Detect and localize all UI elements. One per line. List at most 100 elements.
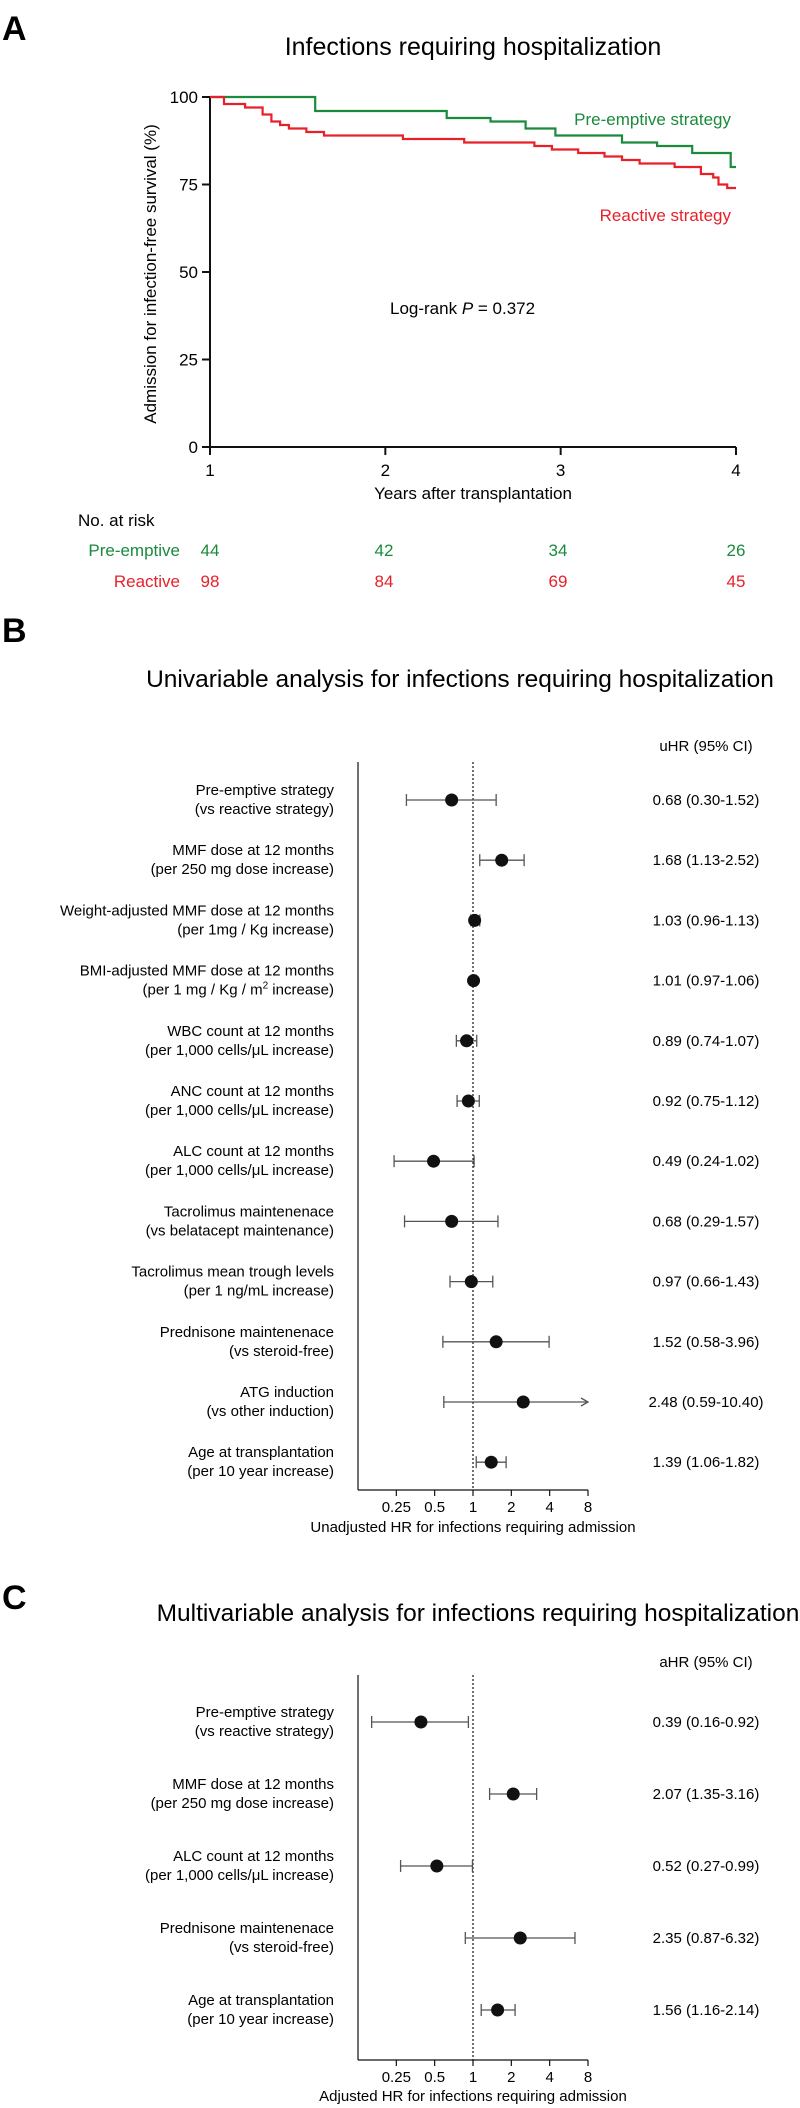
y-tick-label: 25 <box>179 351 198 370</box>
panel-c-forest-plot: 0.25 0.5 1 2 4 8 Pre-emptive strategy (vs react… <box>145 1675 759 2086</box>
panel-b-x-label: Unadjusted HR for infections requiring a… <box>310 1519 635 1536</box>
ci-value-text: 0.52 (0.27-0.99) <box>653 1858 760 1875</box>
row-label-line-2: (per 1 ng/mL increase) <box>184 1283 334 1300</box>
x-tick-label: 4 <box>545 2069 553 2086</box>
at-risk-row-label: Reactive <box>114 572 180 591</box>
at-risk-count: 45 <box>727 572 746 591</box>
row-label-line-1: BMI-adjusted MMF dose at 12 months <box>80 963 334 980</box>
ci-value-text: 1.52 (0.58-3.96) <box>653 1334 760 1351</box>
hr-point <box>461 1094 475 1108</box>
hr-point <box>495 853 509 867</box>
hr-point <box>445 1214 459 1228</box>
x-tick-label: 0.25 <box>382 1499 411 1516</box>
row-label-line-1: ALC count at 12 months <box>173 1143 334 1160</box>
hr-point <box>491 2003 505 2017</box>
y-tick-label: 100 <box>170 88 198 107</box>
hr-point <box>430 1859 444 1873</box>
panel-a-y-label: Admission for infection-free survival (%… <box>141 124 160 423</box>
panel-a-label: A <box>2 10 27 48</box>
at-risk-table: Pre-emptive 44 42 34 26 Reactive 98 84 69 45 <box>88 541 745 591</box>
ci-value-text: 2.48 (0.59-10.40) <box>648 1394 763 1411</box>
row-label-line-2: (vs steroid-free) <box>229 1939 334 1956</box>
panel-c-label: C <box>2 1579 27 1617</box>
ci-value-text: 0.68 (0.30-1.52) <box>653 792 760 809</box>
panel-b-label: B <box>2 612 27 650</box>
x-tick-label: 4 <box>545 1499 553 1516</box>
x-tick-label: 2 <box>381 461 390 480</box>
panel-b-forest-plot: 0.25 0.5 1 2 4 8 Pre-emptive strategy (vs react… <box>60 762 764 1516</box>
row-label-line-2: (per 1,000 cells/μL increase) <box>145 1162 334 1179</box>
x-tick-label: 1 <box>469 1499 477 1516</box>
x-tick-label: 0.25 <box>382 2069 411 2086</box>
hr-point <box>464 1275 478 1289</box>
panel-b-title: Univariable analysis for infections requ… <box>146 666 774 693</box>
x-tick-label: 3 <box>556 461 565 480</box>
row-label-line-1: ATG induction <box>240 1384 334 1401</box>
ci-value-text: 0.89 (0.74-1.07) <box>653 1033 760 1050</box>
row-label-line-1: Pre-emptive strategy <box>196 782 335 799</box>
at-risk-title: No. at risk <box>78 511 155 530</box>
hr-point <box>489 1335 503 1349</box>
log-rank-value: = 0.372 <box>473 299 535 318</box>
ci-value-text: 0.49 (0.24-1.02) <box>653 1153 760 1170</box>
panel-a-x-label: Years after transplantation <box>374 484 572 503</box>
hr-point <box>468 913 482 927</box>
row-label-line-1: Prednisone maintenenace <box>160 1324 334 1341</box>
log-rank-annotation: Log-rank P = 0.372 <box>390 299 535 318</box>
row-label-line-1: ANC count at 12 months <box>171 1083 334 1100</box>
panel-a-title: Infections requiring hospitalization <box>285 33 662 61</box>
row-label-line-1: Tacrolimus mean trough levels <box>131 1264 334 1281</box>
hr-point <box>506 1787 520 1801</box>
ci-value-text: 1.68 (1.13-2.52) <box>653 852 760 869</box>
hr-point <box>427 1154 441 1168</box>
ci-overflow-arrow <box>580 1397 590 1407</box>
x-tick-label: 8 <box>584 2069 592 2086</box>
x-tick-label: 1 <box>205 461 214 480</box>
at-risk-count: 84 <box>375 572 394 591</box>
at-risk-count: 44 <box>201 541 220 560</box>
row-label-line-1: Pre-emptive strategy <box>196 1704 335 1721</box>
x-tick-label: 1 <box>469 2069 477 2086</box>
panel-b-ci-header: uHR (95% CI) <box>659 738 752 755</box>
at-risk-count: 69 <box>549 572 568 591</box>
row-label-line-1: Tacrolimus maintenenace <box>164 1203 334 1220</box>
row-label-line-2: (per 1,000 cells/μL increase) <box>145 1102 334 1119</box>
panel-a-survival-chart: A Infections requiring hospitalization 0… <box>2 10 745 591</box>
log-rank-p-symbol: P <box>462 299 474 318</box>
row-label-line-2-suffix: increase) <box>268 982 334 999</box>
hr-point <box>516 1395 530 1409</box>
panel-b-univariable-forest: B Univariable analysis for infections re… <box>2 612 774 1536</box>
row-label-line-1: Weight-adjusted MMF dose at 12 months <box>60 902 334 919</box>
panel-a-axes: 0 25 50 75 100 1 2 3 4 <box>170 88 741 480</box>
at-risk-count: 34 <box>549 541 568 560</box>
at-risk-row-label: Pre-emptive <box>88 541 180 560</box>
x-tick-label: 4 <box>731 461 740 480</box>
preemptive-survival-curve <box>210 95 736 169</box>
row-label-line-2: (per 10 year increase) <box>187 1463 334 1480</box>
row-label-line-1: Age at transplantation <box>188 1992 334 2009</box>
row-label-superscript: 2 <box>263 981 269 992</box>
row-label-line-1: WBC count at 12 months <box>167 1023 334 1040</box>
at-risk-count: 26 <box>727 541 746 560</box>
hr-point <box>467 974 481 988</box>
at-risk-count: 98 <box>201 572 220 591</box>
row-label-line-2: (per 250 mg dose increase) <box>151 1795 334 1812</box>
hr-point <box>513 1931 527 1945</box>
row-label-line-2: (per 1,000 cells/μL increase) <box>145 1867 334 1884</box>
ci-value-text: 1.01 (0.97-1.06) <box>653 973 760 990</box>
x-tick-label: 8 <box>584 1499 592 1516</box>
panel-c-multivariable-forest: C Multivariable analysis for infections … <box>2 1579 799 2105</box>
row-label-line-1: Prednisone maintenenace <box>160 1920 334 1937</box>
ci-value-text: 2.07 (1.35-3.16) <box>653 1786 760 1803</box>
log-rank-prefix: Log-rank <box>390 299 462 318</box>
row-label-line-2: (per 1mg / Kg increase) <box>177 921 334 938</box>
ci-value-text: 0.97 (0.66-1.43) <box>653 1274 760 1291</box>
row-label-line-1: Age at transplantation <box>188 1444 334 1461</box>
row-label-line-2-text: (per 1 mg / Kg / m <box>143 982 263 999</box>
row-label-line-2: (per 10 year increase) <box>187 2011 334 2028</box>
panel-a-curves <box>210 95 736 190</box>
row-label-line-2: (per 1 mg / Kg / m2 increase) <box>143 981 334 999</box>
y-tick-label: 75 <box>179 176 198 195</box>
row-label-line-1: MMF dose at 12 months <box>172 842 334 859</box>
